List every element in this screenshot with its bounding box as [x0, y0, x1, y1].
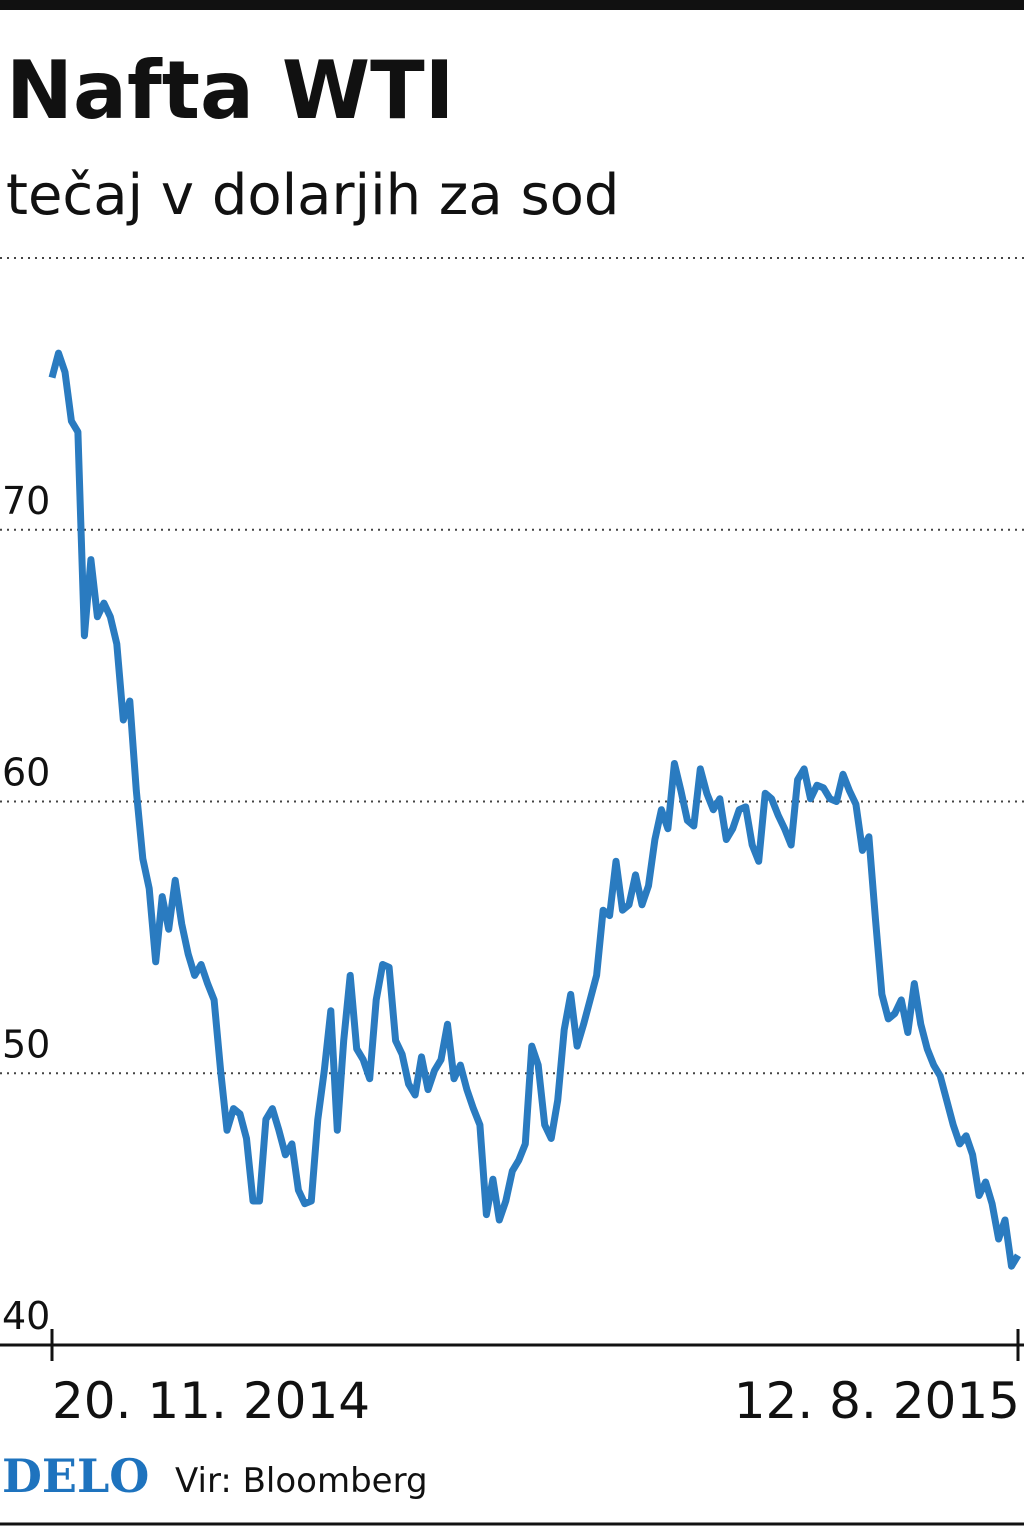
y-tick-label: 60: [2, 751, 50, 795]
x-tick-label: 12. 8. 2015: [734, 1372, 1020, 1430]
line: [48, 349, 1022, 1270]
chart-subtitle: tečaj v dolarjih za sod: [6, 163, 619, 228]
y-tick-label: 50: [2, 1022, 50, 1066]
source: Vir: Bloomberg: [175, 1461, 428, 1501]
logo: DELO: [2, 1449, 149, 1503]
y-tick-label: 70: [2, 479, 50, 523]
x-tick-label: 20. 11. 2014: [52, 1372, 370, 1430]
top-bar: [0, 0, 1024, 10]
chart-title: Nafta WTI: [6, 44, 454, 137]
y-tick-label: 40: [2, 1294, 50, 1338]
